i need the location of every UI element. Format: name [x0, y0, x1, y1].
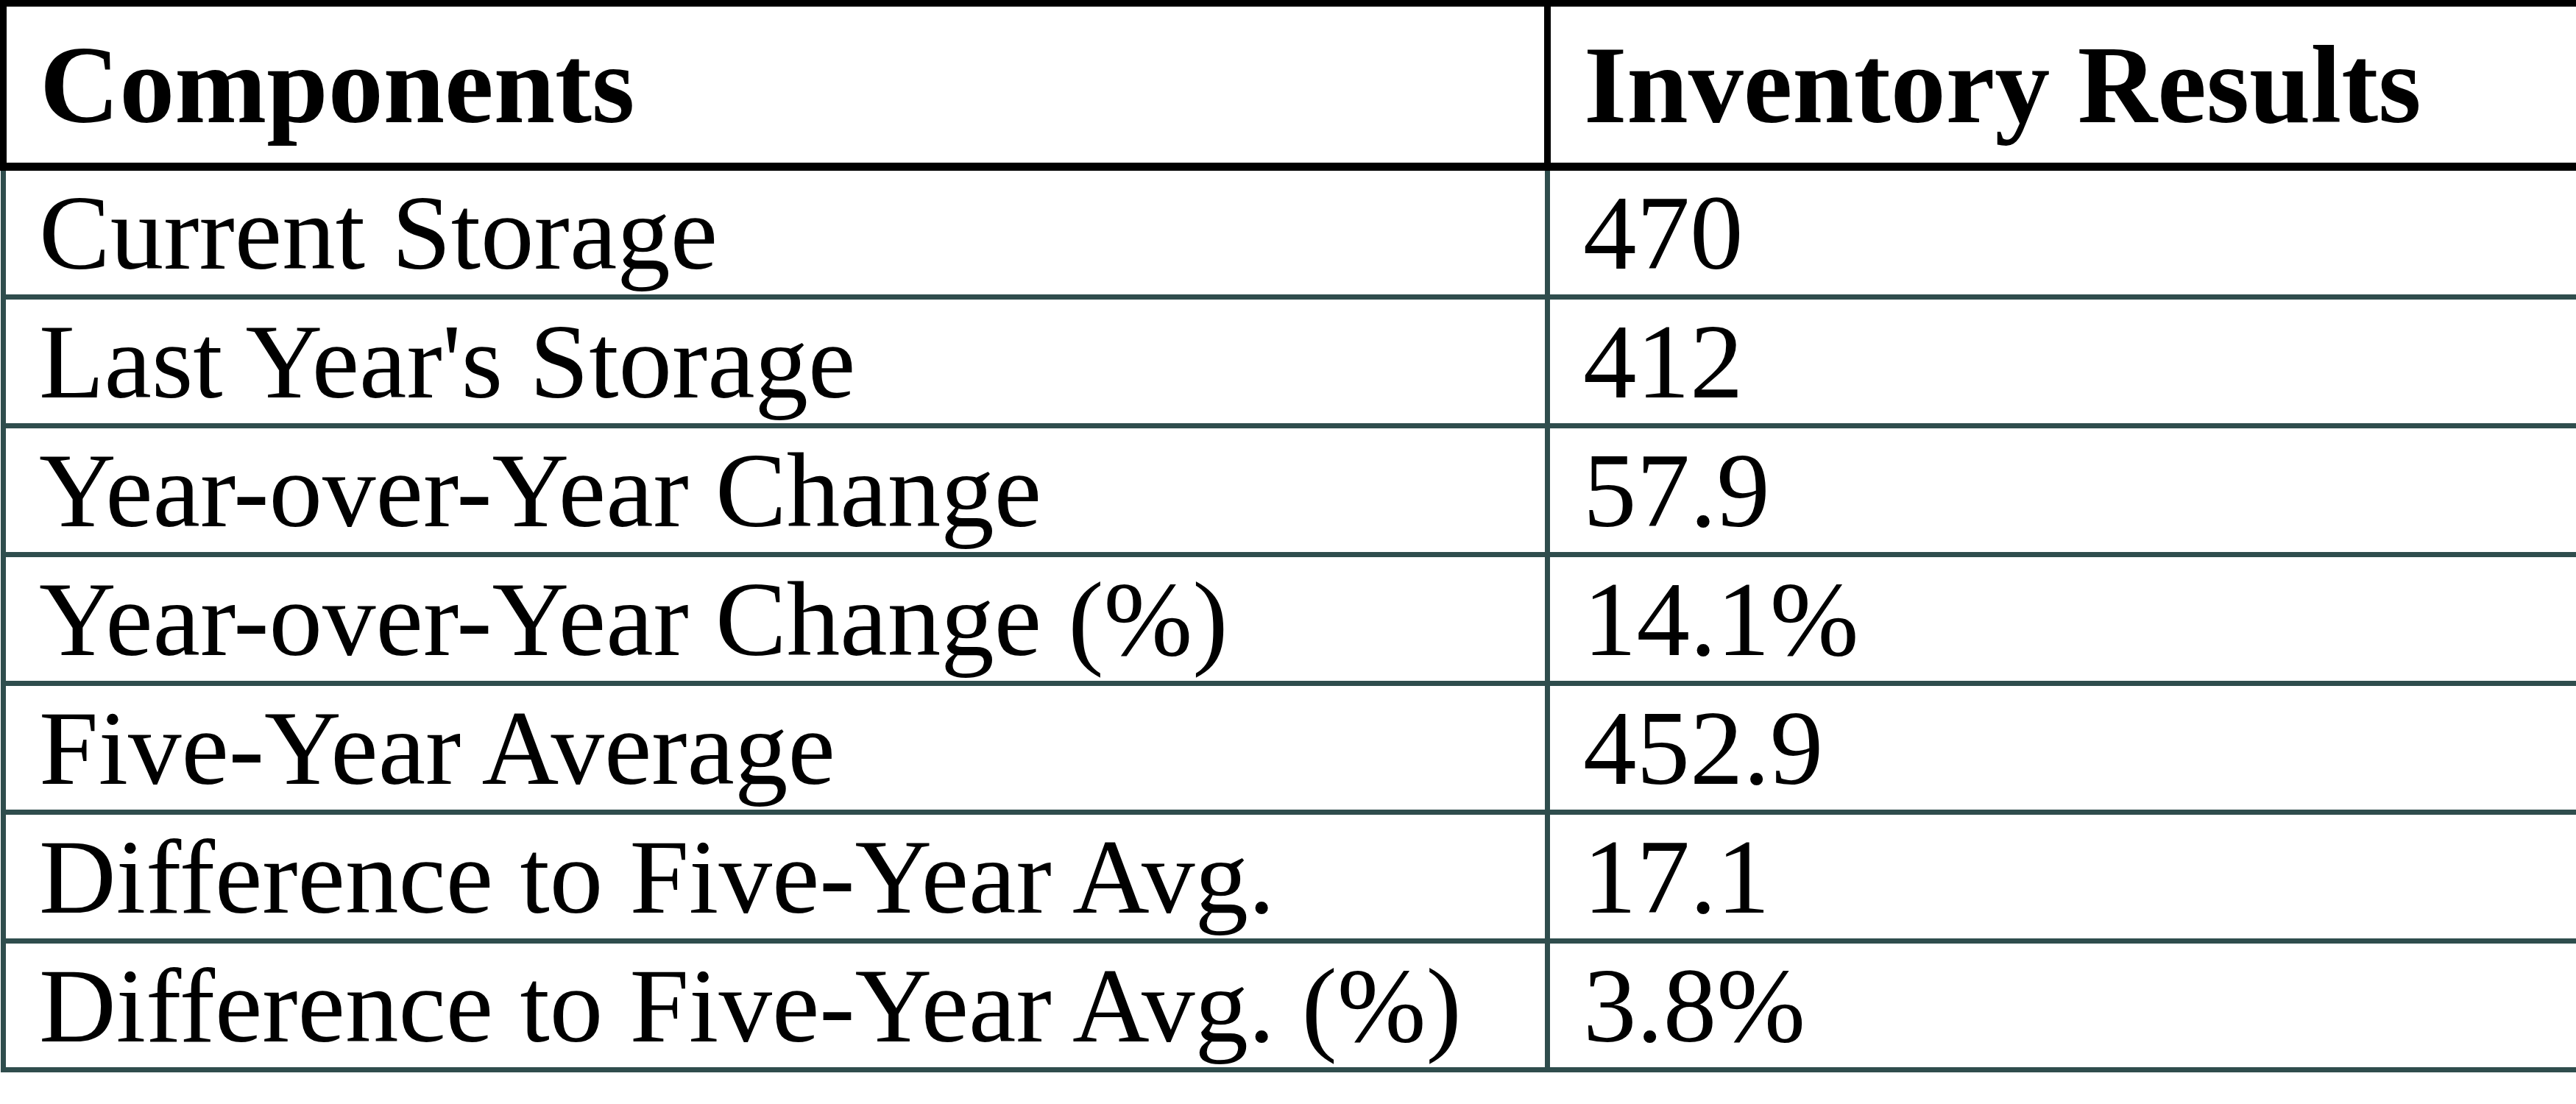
result-cell: 3.8%: [1548, 941, 2576, 1070]
component-cell: Year-over-Year Change (%): [4, 555, 1548, 684]
column-header-inventory-results: Inventory Results: [1548, 4, 2576, 167]
result-cell: 452.9: [1548, 684, 2576, 813]
table-row: Difference to Five-Year Avg. (%)3.8%: [4, 941, 2576, 1070]
table-row: Current Storage470: [4, 167, 2576, 297]
table-row: Year-over-Year Change (%)14.1%: [4, 555, 2576, 684]
table-row: Year-over-Year Change57.9: [4, 426, 2576, 555]
table-row: Last Year's Storage412: [4, 297, 2576, 426]
table-body: Current Storage470Last Year's Storage412…: [4, 167, 2576, 1070]
column-header-components: Components: [4, 4, 1548, 167]
component-cell: Five-Year Average: [4, 684, 1548, 813]
page: Components Inventory Results Current Sto…: [0, 0, 2576, 1104]
header-row: Components Inventory Results: [4, 4, 2576, 167]
result-cell: 14.1%: [1548, 555, 2576, 684]
inventory-table: Components Inventory Results Current Sto…: [0, 0, 2576, 1072]
component-cell: Last Year's Storage: [4, 297, 1548, 426]
component-cell: Current Storage: [4, 167, 1548, 297]
result-cell: 470: [1548, 167, 2576, 297]
result-cell: 17.1: [1548, 813, 2576, 941]
result-cell: 57.9: [1548, 426, 2576, 555]
component-cell: Difference to Five-Year Avg.: [4, 813, 1548, 941]
component-cell: Difference to Five-Year Avg. (%): [4, 941, 1548, 1070]
table-row: Difference to Five-Year Avg.17.1: [4, 813, 2576, 941]
component-cell: Year-over-Year Change: [4, 426, 1548, 555]
table-row: Five-Year Average452.9: [4, 684, 2576, 813]
result-cell: 412: [1548, 297, 2576, 426]
